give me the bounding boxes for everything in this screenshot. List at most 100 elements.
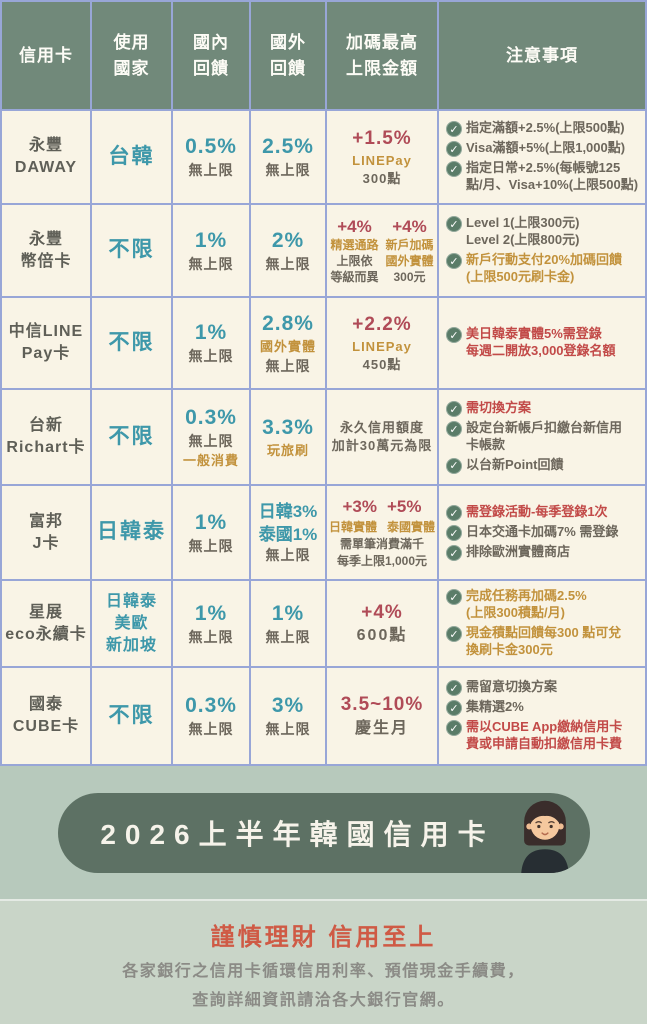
cell-line: 不限 xyxy=(109,703,155,729)
cell-line: 無上限 xyxy=(266,256,311,274)
cell-text: 無上限 xyxy=(265,162,311,179)
cell-line: 新加坡 xyxy=(106,636,157,656)
note-text: 集精選2% xyxy=(466,699,524,715)
cell-text: 無上限 xyxy=(265,628,311,645)
cell-text: +5% xyxy=(387,497,422,517)
check-icon: ✓ xyxy=(446,589,462,606)
check-icon: ✓ xyxy=(446,680,462,697)
domestic-cell-row4: 0.3% 無上限 一般消費 xyxy=(173,390,249,484)
cell-line: 無上限 xyxy=(266,358,311,376)
check-icon: ✓ xyxy=(446,700,462,717)
header-cell-domestic: 國內 回饋 xyxy=(173,2,249,109)
note-text: 新戶行動支付20%加碼回饋 (上限500元刷卡金) xyxy=(466,252,623,284)
cell-text: 0.3% xyxy=(185,694,237,718)
bonus-cell-row6: +4% 600點 xyxy=(327,581,437,666)
note-item: ✓ 需登錄活動-每季登錄1次 xyxy=(446,504,608,521)
bonus-subcolumn: +4% 新戶加碼 國外實體 300元 xyxy=(386,216,434,285)
cell-line: 日韓泰 xyxy=(106,592,157,612)
cell-text: 無上限 xyxy=(188,628,234,645)
cell-text: 無上限 xyxy=(188,255,234,272)
cell-line: 2.8% xyxy=(262,311,314,337)
cell-line: 0.3% xyxy=(185,693,237,719)
title-banner: 2026上半年韓國信用卡 xyxy=(57,792,590,873)
cell-text: 國泰 xyxy=(28,696,63,713)
note-text: Level 1(上限300元) Level 2(上限800元) xyxy=(466,215,580,248)
foreign-cell-row6: 1% 無上限 xyxy=(251,581,325,666)
header-cell-bonus: 加碼最高 上限金額 xyxy=(327,2,437,109)
cell-text: 台新 xyxy=(28,417,63,434)
note-text: 需留意切換方案 xyxy=(466,679,558,695)
cell-line: 日韓實體 泰國實體 xyxy=(329,520,435,535)
cell-text: 日韓3% xyxy=(258,501,318,521)
country-cell-row5: 日韓泰 xyxy=(92,486,171,579)
check-icon: ✓ xyxy=(446,457,462,474)
cell-line: Pay卡 xyxy=(22,344,70,364)
cell-line: 無上限 xyxy=(189,433,234,451)
cell-text: CUBE卡 xyxy=(12,718,80,735)
cell-text: 0.5% xyxy=(185,135,237,159)
cell-line: 無上限 xyxy=(189,256,234,274)
banner-section: 2026上半年韓國信用卡 xyxy=(0,766,647,899)
note-item: ✓ 完成任務再加碼2.5% (上限300積點/月) xyxy=(446,588,587,622)
cell-line: 3.5~10% xyxy=(341,693,424,717)
bonus-cell-row7: 3.5~10% 慶生月 xyxy=(327,668,437,764)
cell-text: 日韓泰 xyxy=(105,592,157,610)
notes-cell-row1: ✓ 指定滿額+2.5%(上限500點) ✓ Visa滿額+5%(上限1,000點) ✓ 指… xyxy=(439,111,645,203)
cell-line: 玩旅刷 xyxy=(267,443,309,459)
cell-line: 不限 xyxy=(109,330,155,356)
cell-text: 永豐 xyxy=(28,230,63,248)
note-item: ✓ Visa滿額+5%(上限1,000點) xyxy=(446,140,625,158)
disclaimer-line-2: 查詢詳細資訊請洽各大銀行官網。 xyxy=(192,991,455,1009)
check-icon: ✓ xyxy=(446,327,462,344)
cell-text: 永久信用額度 xyxy=(339,419,424,435)
disclaimer: 各家銀行之信用卡循環信用利率、預借現金手續費， 查詢詳細資訊請洽各大銀行官網。 xyxy=(122,958,525,1016)
cell-text: 中信LINE xyxy=(8,323,84,340)
cell-line: DAWAY xyxy=(15,158,77,178)
note-item: ✓ 美日韓泰實體5%需登錄 每週二開放3,000登錄名額 xyxy=(446,326,616,360)
cell-text: Richart卡 xyxy=(6,439,86,456)
cell-text: 泰國實體 xyxy=(387,519,436,534)
note-item: ✓ 新戶行動支付20%加碼回饋 (上限500元刷卡金) xyxy=(446,252,622,286)
cell-line: 無上限 xyxy=(189,348,234,366)
notes-cell-row7: ✓ 需留意切換方案 ✓ 集精選2% ✓ 需以CUBE App繳納信用卡 費或申請自動扣繳信… xyxy=(439,668,645,764)
foreign-cell-row1: 2.5% 無上限 xyxy=(251,111,325,203)
cell-text: 無上限 xyxy=(265,357,311,374)
check-icon: ✓ xyxy=(446,401,462,418)
footer: 2026上半年韓國信用卡 謹慎理財 信用至上 xyxy=(0,766,647,1024)
cell-text: 星展 xyxy=(28,603,63,621)
cell-text: LINEPay xyxy=(352,152,412,168)
cell-line: 不限 xyxy=(109,237,155,263)
cell-line: 台新 xyxy=(29,416,63,436)
domestic-cell-row5: 1% 無上限 xyxy=(173,486,249,579)
check-icon: ✓ xyxy=(446,525,462,541)
note-item: ✓ 排除歐洲實體商店 xyxy=(446,544,570,561)
cell-text: 泰國1% xyxy=(258,524,318,544)
cell-line: 不限 xyxy=(109,424,155,450)
check-icon: ✓ xyxy=(446,253,462,269)
cell-line: 300元 xyxy=(393,270,425,285)
notes-cell-row2: ✓ Level 1(上限300元) Level 2(上限800元) ✓ 新戶行動支付2… xyxy=(439,205,645,296)
cell-line: 加計30萬元為限 xyxy=(332,438,432,454)
cell-line: 中信LINE xyxy=(9,322,83,342)
check-icon: ✓ xyxy=(446,626,462,642)
cell-line: 無上限 xyxy=(189,162,234,180)
note-text: 指定日常+2.5%(每帳號125 點/月、Visa+10%(上限500點) xyxy=(466,160,639,192)
cell-line: 1% xyxy=(195,320,227,346)
cell-line: CUBE卡 xyxy=(13,717,79,737)
cell-text: DAWAY xyxy=(14,159,78,176)
cell-text: LINEPay xyxy=(352,338,412,354)
cell-line: +4% xyxy=(337,216,372,237)
check-icon: ✓ xyxy=(446,545,462,561)
cell-line: 2% xyxy=(272,228,304,254)
cell-line: +4% xyxy=(361,601,403,625)
cell-line: 上限依 xyxy=(336,254,372,269)
cell-text: +4% xyxy=(337,216,372,236)
cell-line: 1% xyxy=(195,228,227,254)
cell-line: 永豐 xyxy=(29,230,63,250)
note-text: 需以CUBE App繳納信用卡 費或申請自動扣繳信用卡費 xyxy=(466,719,623,751)
cell-text: 國外實體 xyxy=(385,254,434,269)
country-cell-row4: 不限 xyxy=(92,390,171,484)
note-text: 完成任務再加碼2.5% (上限300積點/月) xyxy=(466,588,587,621)
cell-text: 1% xyxy=(271,601,305,625)
cell-line: 無上限 xyxy=(266,162,311,180)
